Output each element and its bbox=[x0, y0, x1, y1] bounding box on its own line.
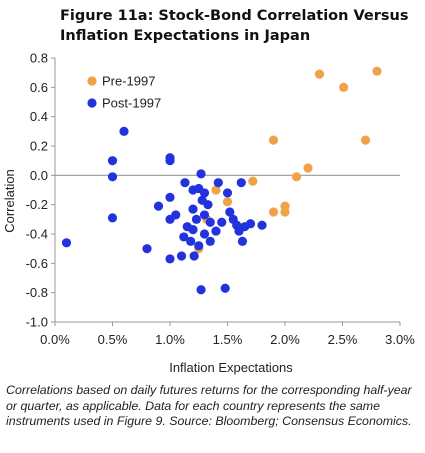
point-post-1997 bbox=[203, 200, 213, 210]
point-post-1997 bbox=[142, 244, 152, 254]
point-post-1997 bbox=[217, 217, 227, 227]
legend-label: Pre-1997 bbox=[102, 74, 155, 89]
point-pre-1997 bbox=[360, 135, 371, 145]
data-points bbox=[61, 66, 382, 295]
point-post-1997 bbox=[189, 251, 199, 261]
scatter-chart: 0.8 0.6 0.4 0.2 0.0 -0.2 -0.4 -0.6 -0.8 -1.0 0.0%… bbox=[2, 51, 415, 376]
point-post-1997 bbox=[220, 283, 230, 293]
point-post-1997 bbox=[211, 226, 221, 236]
y-tick-label: -0.2 bbox=[26, 197, 48, 212]
point-post-1997 bbox=[107, 172, 118, 182]
point-post-1997 bbox=[196, 169, 206, 179]
x-tick-label: 3.0% bbox=[385, 332, 415, 347]
x-tick-label: 0.0% bbox=[40, 332, 70, 347]
point-post-1997 bbox=[222, 188, 233, 198]
y-tick-label: -1.0 bbox=[26, 315, 48, 330]
y-tick-label: 0.6 bbox=[30, 80, 48, 95]
point-post-1997 bbox=[107, 213, 118, 223]
y-tick-label: 0.8 bbox=[30, 51, 48, 66]
point-post-1997 bbox=[165, 254, 175, 264]
y-tick-label: -0.8 bbox=[26, 285, 48, 300]
point-post-1997 bbox=[119, 126, 129, 136]
point-post-1997 bbox=[199, 210, 210, 220]
point-post-1997 bbox=[257, 220, 267, 230]
point-post-1997 bbox=[179, 232, 189, 242]
point-post-1997 bbox=[180, 178, 190, 188]
chart-title: Figure 11a: Stock-Bond Correlation Versu… bbox=[60, 8, 409, 44]
point-post-1997 bbox=[205, 217, 215, 227]
point-pre-1997 bbox=[339, 82, 349, 92]
x-tick-label: 1.0% bbox=[155, 332, 185, 347]
point-post-1997 bbox=[199, 229, 210, 239]
point-post-1997 bbox=[191, 214, 202, 224]
x-axis-ticks: 0.0% 0.5% 1.0% 1.5% 2.0% 2.5% 3.0% bbox=[40, 322, 415, 347]
figure-caption: Correlations based on daily futures retu… bbox=[6, 383, 412, 428]
y-axis-title: Correlation bbox=[2, 169, 17, 233]
y-tick-label: 0.2 bbox=[30, 139, 48, 154]
point-post-1997 bbox=[245, 219, 256, 229]
point-pre-1997 bbox=[280, 207, 290, 217]
point-pre-1997 bbox=[291, 172, 302, 182]
y-tick-label: 0.4 bbox=[30, 109, 48, 124]
y-tick-label: -0.6 bbox=[26, 256, 48, 271]
point-pre-1997 bbox=[222, 197, 233, 207]
legend-marker bbox=[87, 76, 97, 86]
y-axis-ticks: 0.8 0.6 0.4 0.2 0.0 -0.2 -0.4 -0.6 -0.8 -1.0 bbox=[26, 51, 55, 330]
point-post-1997 bbox=[107, 156, 118, 166]
point-post-1997 bbox=[199, 188, 210, 198]
legend-label: Post-1997 bbox=[102, 96, 161, 111]
point-pre-1997 bbox=[268, 207, 279, 217]
point-post-1997 bbox=[165, 192, 175, 202]
point-post-1997 bbox=[225, 207, 235, 217]
point-post-1997 bbox=[61, 238, 72, 248]
x-tick-label: 2.0% bbox=[270, 332, 300, 347]
point-post-1997 bbox=[194, 241, 204, 251]
point-pre-1997 bbox=[211, 185, 221, 195]
point-pre-1997 bbox=[303, 163, 313, 173]
point-pre-1997 bbox=[314, 69, 325, 79]
point-post-1997 bbox=[236, 178, 246, 188]
point-post-1997 bbox=[176, 251, 187, 261]
point-post-1997 bbox=[188, 225, 198, 235]
x-tick-label: 1.5% bbox=[213, 332, 243, 347]
y-tick-label: 0.0 bbox=[30, 168, 48, 183]
point-post-1997 bbox=[213, 178, 223, 188]
x-axis-title: Inflation Expectations bbox=[169, 360, 293, 375]
point-pre-1997 bbox=[268, 135, 279, 145]
point-post-1997 bbox=[237, 236, 248, 246]
point-post-1997 bbox=[153, 201, 164, 211]
legend: Pre-1997 Post-1997 bbox=[87, 74, 161, 111]
y-tick-label: -0.4 bbox=[26, 227, 48, 242]
point-pre-1997 bbox=[372, 66, 382, 76]
point-post-1997 bbox=[188, 204, 198, 214]
x-tick-label: 0.5% bbox=[98, 332, 128, 347]
point-post-1997 bbox=[205, 236, 215, 246]
point-post-1997 bbox=[196, 285, 206, 295]
legend-marker bbox=[87, 98, 97, 108]
point-post-1997 bbox=[186, 236, 196, 246]
point-post-1997 bbox=[165, 156, 175, 166]
x-tick-label: 2.5% bbox=[328, 332, 358, 347]
point-post-1997 bbox=[171, 210, 181, 220]
point-pre-1997 bbox=[248, 176, 258, 186]
